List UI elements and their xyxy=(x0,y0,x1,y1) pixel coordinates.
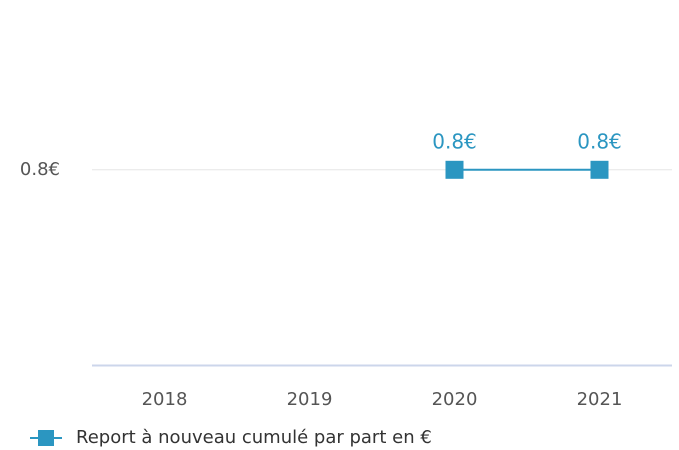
legend-label: Report à nouveau cumulé par part en € xyxy=(76,427,432,448)
x-tick-label: 2018 xyxy=(142,389,188,410)
point-marker xyxy=(445,160,464,179)
data-label: 0.8€ xyxy=(432,129,477,153)
data-label: 0.8€ xyxy=(577,129,622,153)
legend-marker xyxy=(38,430,54,446)
point-marker xyxy=(590,160,609,179)
x-tick-label: 2020 xyxy=(432,389,478,410)
x-tick-label: 2019 xyxy=(287,389,333,410)
y-tick-label: 0.8€ xyxy=(20,159,60,180)
x-tick-label: 2021 xyxy=(577,389,623,410)
